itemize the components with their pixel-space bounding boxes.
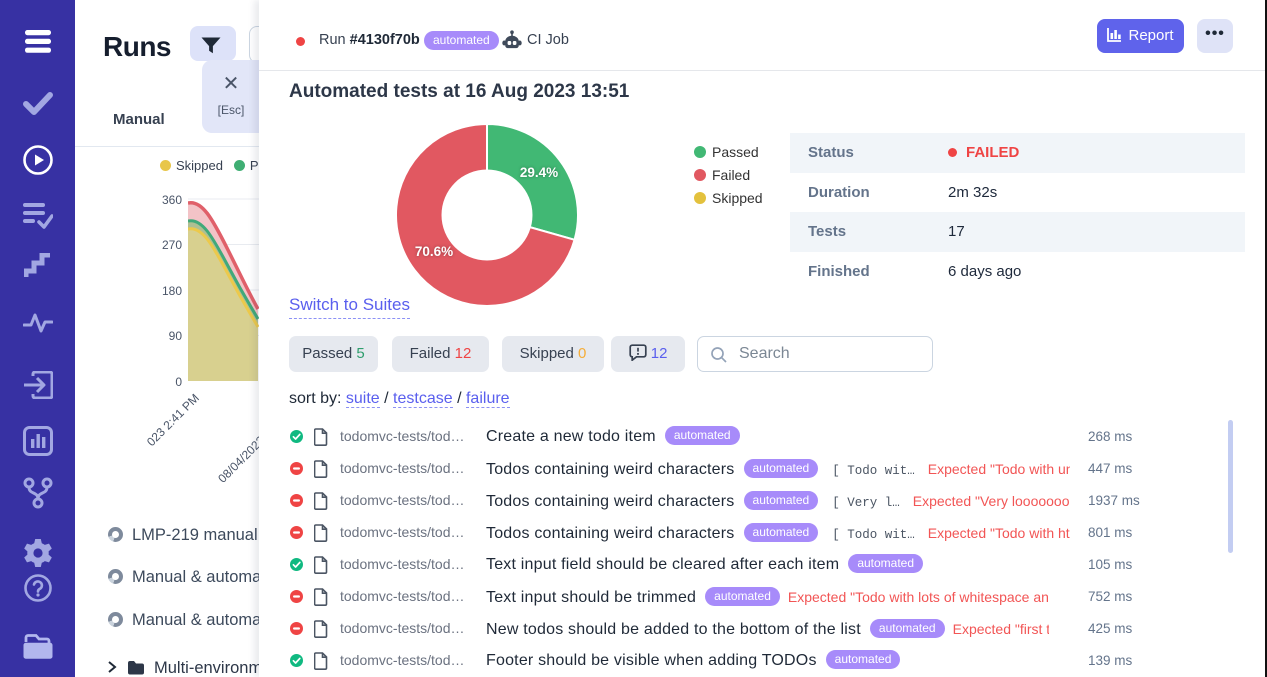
svg-text:29.4%: 29.4% [520,165,558,180]
svg-text:70.6%: 70.6% [415,244,453,259]
